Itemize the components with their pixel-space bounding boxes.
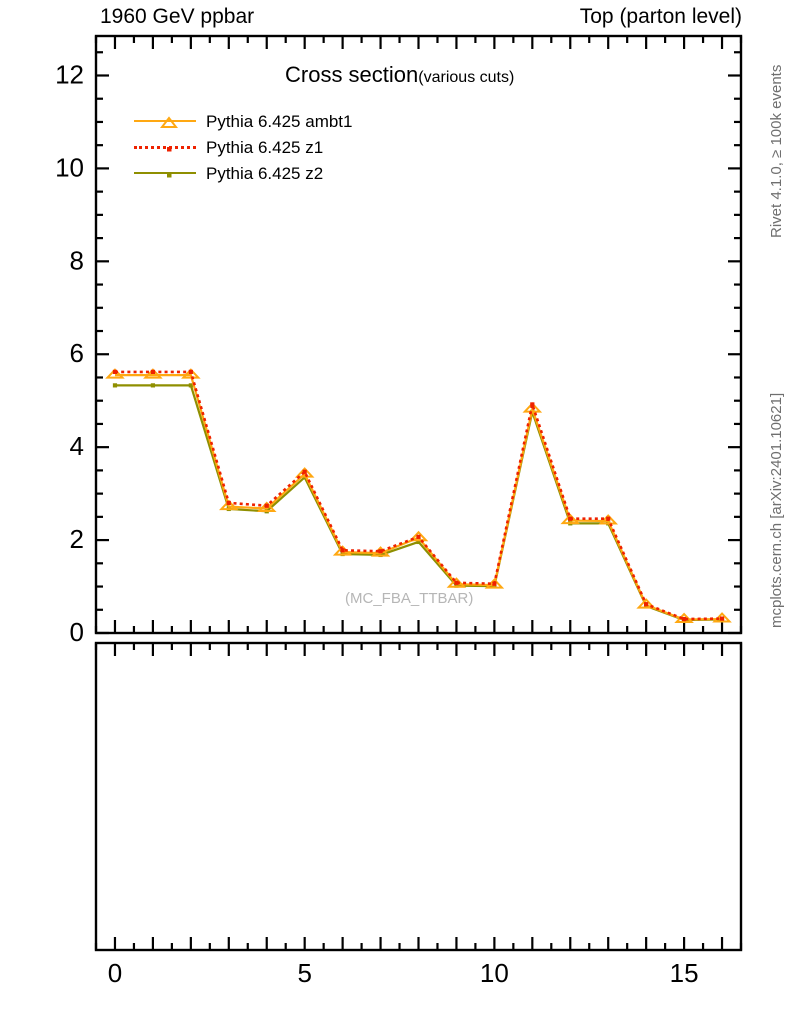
data-marker-dot xyxy=(492,581,497,586)
y-axis-tick-label: 6 xyxy=(70,338,84,368)
data-marker-triangle xyxy=(560,513,581,525)
data-marker-triangle xyxy=(218,499,239,511)
data-marker-dot xyxy=(112,369,118,374)
chart-title-main: Cross section xyxy=(285,62,419,87)
data-marker-dot xyxy=(112,383,118,388)
data-marker-dot xyxy=(226,500,231,506)
data-marker-dot xyxy=(681,616,687,622)
data-marker-dot xyxy=(454,580,459,585)
data-marker-dot xyxy=(416,534,421,539)
y-axis-tick-label: 10 xyxy=(55,152,84,182)
data-marker-triangle xyxy=(256,501,277,512)
data-marker-triangle xyxy=(522,402,543,413)
data-marker-dot xyxy=(568,516,573,521)
data-marker-triangle xyxy=(598,514,619,525)
header-right-label: Top (parton level) xyxy=(579,5,742,28)
y-axis-tick-label: 12 xyxy=(55,59,84,89)
chart-title-suffix: (various cuts) xyxy=(418,69,515,86)
ratio-plot-frame xyxy=(94,641,743,952)
data-marker-dot xyxy=(188,383,193,388)
x-axis-tick-label: 15 xyxy=(670,958,699,988)
data-marker-triangle xyxy=(105,368,125,379)
legend-label: Pythia 6.425 ambt1 xyxy=(206,111,353,131)
legend-label: Pythia 6.425 z1 xyxy=(206,137,324,157)
legend: Pythia 6.425 ambt1 Pythia 6.425 z1 Pythia … xyxy=(134,108,464,186)
header-left-label: 1960 GeV ppbar xyxy=(100,5,255,28)
legend-row[interactable]: Pythia 6.425 z1 xyxy=(134,134,464,160)
legend-label: Pythia 6.425 z2 xyxy=(206,163,324,183)
legend-triangle-icon xyxy=(160,116,178,128)
y-axis-tick-label: 4 xyxy=(70,431,84,461)
legend-row[interactable]: Pythia 6.425 ambt1 xyxy=(134,108,464,134)
legend-line-icon xyxy=(134,120,196,122)
legend-line-icon xyxy=(134,172,196,174)
data-marker-dot xyxy=(606,516,611,521)
series-line xyxy=(114,374,723,621)
x-axis-tick-label: 10 xyxy=(480,958,509,988)
y-axis-tick-label: 0 xyxy=(70,617,84,647)
series-line xyxy=(114,370,723,621)
data-marker-dot xyxy=(644,602,649,607)
analysis-watermark: (MC_FBA_TTBAR) xyxy=(345,590,474,607)
data-marker-triangle xyxy=(181,368,201,379)
data-marker-dot xyxy=(150,383,156,388)
x-axis-tick-label: 5 xyxy=(297,958,311,988)
data-marker-dot xyxy=(264,503,269,508)
data-marker-triangle xyxy=(294,467,315,478)
data-marker-triangle xyxy=(636,598,656,609)
data-marker-dot xyxy=(719,616,725,621)
legend-key-swatch xyxy=(134,163,196,183)
data-marker-dot xyxy=(150,369,156,374)
legend-dot-icon xyxy=(167,173,172,178)
chart-title: Cross section(various cuts) xyxy=(285,64,514,89)
legend-key-swatch xyxy=(134,111,196,131)
y-axis-tick-label: 8 xyxy=(70,245,84,275)
data-marker-triangle xyxy=(408,530,429,542)
legend-line-icon xyxy=(134,146,196,149)
y-axis-tick-label: 2 xyxy=(70,524,84,554)
data-marker-dot xyxy=(530,402,535,407)
series-group xyxy=(105,368,732,624)
legend-row[interactable]: Pythia 6.425 z2 xyxy=(134,160,464,186)
data-marker-triangle xyxy=(143,368,163,379)
data-marker-dot xyxy=(188,369,193,374)
legend-dot-icon xyxy=(167,147,172,152)
data-marker-dot xyxy=(378,549,383,554)
x-axis-tick-label: 0 xyxy=(108,958,122,988)
legend-key-swatch xyxy=(134,137,196,157)
data-marker-triangle xyxy=(446,577,467,588)
data-marker-dot xyxy=(454,583,459,588)
data-marker-dot xyxy=(416,539,421,545)
data-marker-dot xyxy=(302,469,307,474)
data-marker-dot xyxy=(340,548,345,553)
